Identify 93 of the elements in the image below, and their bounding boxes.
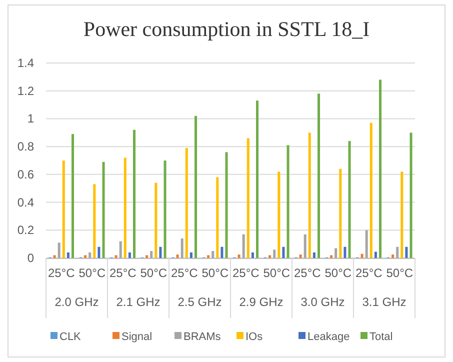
text: 2.5 GHz — [178, 295, 222, 309]
legend-label: IOs — [246, 331, 264, 343]
x-tick-label: 50°C — [78, 266, 106, 280]
bar — [365, 230, 368, 258]
bar — [282, 246, 285, 258]
bar — [242, 234, 245, 258]
x-tick-label: 50°C — [324, 266, 352, 280]
bar — [360, 254, 364, 258]
bar — [278, 172, 280, 258]
bar — [66, 252, 70, 258]
bar — [220, 246, 224, 258]
text: 2.1 GHz — [116, 295, 160, 309]
bar — [72, 134, 74, 258]
bar — [308, 132, 311, 258]
bar — [268, 255, 272, 258]
legend-label: BRAMs — [184, 331, 222, 343]
x-tick-label: 50°C — [140, 266, 168, 280]
x-tick-label: 25°C — [232, 266, 260, 280]
chart-title: Power consumption in SSTL 18_I — [83, 17, 370, 41]
bar — [400, 172, 404, 258]
bar — [114, 255, 118, 258]
bar — [146, 255, 148, 258]
bar — [312, 252, 316, 258]
bar — [53, 255, 56, 258]
text: 2.0 GHz — [54, 295, 99, 309]
bar — [58, 242, 60, 258]
bar — [84, 255, 87, 258]
bar — [159, 246, 162, 258]
bar — [185, 148, 188, 258]
bar — [273, 250, 276, 258]
y-tick-label: 1.2 — [17, 84, 34, 98]
legend-label: Leakage — [308, 331, 350, 343]
bar — [370, 122, 372, 258]
bar — [88, 252, 92, 258]
bar — [339, 168, 342, 258]
bar — [304, 234, 306, 258]
bar — [150, 251, 153, 258]
legend-label: CLK — [60, 331, 82, 343]
bar — [102, 162, 105, 258]
bar — [256, 100, 259, 258]
text: 3.1 GHz — [362, 295, 406, 309]
y-tick-label: 1 — [27, 112, 34, 126]
x-tick-label: 25°C — [109, 266, 137, 280]
bar — [348, 141, 351, 258]
bar — [286, 145, 290, 258]
bar — [128, 252, 131, 258]
legend-label: Total — [370, 331, 393, 343]
bar — [334, 248, 338, 258]
x-tick-label: 25°C — [294, 266, 322, 280]
bar — [190, 252, 192, 258]
bar — [133, 130, 136, 258]
bar — [164, 160, 166, 258]
bar — [154, 182, 158, 258]
bar — [410, 132, 412, 258]
bar — [379, 80, 382, 258]
x-tick-label: 50°C — [202, 266, 229, 280]
y-tick-label: 0.8 — [17, 140, 34, 154]
x-tick-label: 50°C — [263, 266, 290, 280]
x-tick-label: 25°C — [48, 266, 76, 280]
bar — [212, 251, 214, 258]
x-tick-label: 25°C — [170, 266, 198, 280]
bar — [396, 246, 399, 258]
x-tick-label: 50°C — [386, 266, 414, 280]
bar — [124, 158, 126, 258]
bar — [238, 254, 240, 258]
text: 3.0 GHz — [300, 295, 345, 309]
bar — [176, 254, 179, 258]
bar — [330, 255, 333, 258]
bar — [392, 254, 394, 258]
bar — [207, 255, 210, 258]
text: 2.9 GHz — [239, 295, 284, 309]
bar — [180, 238, 184, 258]
bar — [299, 254, 302, 258]
bar — [62, 160, 65, 258]
bar — [98, 246, 100, 258]
bar — [93, 184, 96, 258]
bar — [119, 241, 122, 258]
bar — [318, 94, 320, 258]
y-tick-label: 0.2 — [17, 223, 34, 238]
bar — [405, 246, 408, 258]
bar — [225, 152, 228, 258]
bar — [251, 252, 254, 258]
y-tick-label: 0 — [27, 251, 34, 265]
bar — [344, 246, 346, 258]
bar — [246, 138, 250, 258]
y-tick-label: 0.6 — [17, 167, 34, 182]
legend-label: Signal — [122, 331, 152, 343]
bar — [194, 116, 198, 258]
x-tick-label: 25°C — [355, 266, 383, 280]
y-tick-label: 1.4 — [17, 56, 34, 70]
y-tick-label: 0.4 — [17, 195, 34, 210]
bar — [216, 177, 219, 258]
bar — [374, 252, 377, 258]
